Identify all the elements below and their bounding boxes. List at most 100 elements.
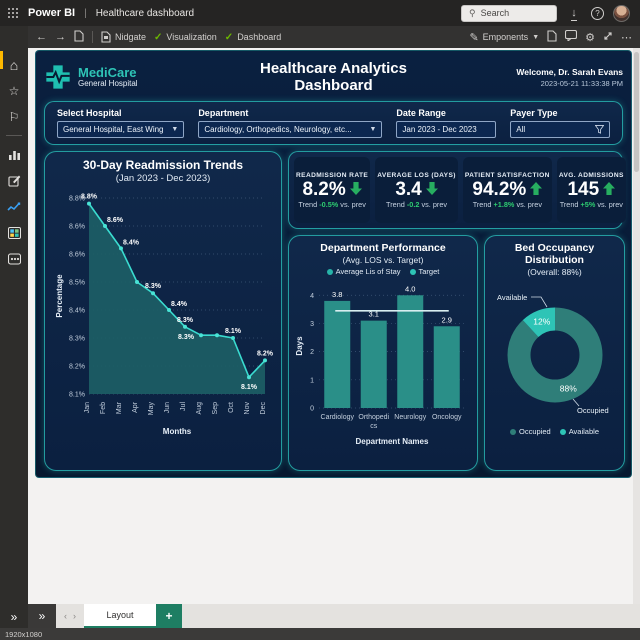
donut-chart-plot: 12% 88% Available Occupied <box>497 293 609 415</box>
payer-dropdown[interactable]: All <box>510 121 610 138</box>
dashboard-status[interactable]: ✓ Dashboard <box>225 32 281 43</box>
chevron-down-icon: ▼ <box>532 33 540 41</box>
svg-text:8.2%: 8.2% <box>69 364 85 371</box>
callout-line <box>531 296 548 308</box>
user-avatar[interactable] <box>613 4 630 22</box>
edit-pen-icon[interactable] <box>6 173 22 188</box>
svg-text:8.8%: 8.8% <box>69 196 85 203</box>
readmission-line-chart: 30-Day Readmission Trends (Jan 2023 - De… <box>44 151 282 471</box>
bar-chart-legend: Average Lis of Stay Target <box>295 267 471 276</box>
new-file-icon[interactable] <box>74 29 84 45</box>
dashboard-title: Healthcare Analytics Dashboard <box>259 60 407 94</box>
search-input[interactable]: ⚲ Search <box>461 4 557 22</box>
trend-label: Trend <box>559 199 579 209</box>
metrics-sparkline-icon[interactable] <box>6 199 22 214</box>
expand-pane-icon[interactable]: » <box>28 604 56 628</box>
trend-delta: -0.2 <box>406 199 420 209</box>
svg-text:Available: Available <box>497 293 527 302</box>
data-point <box>103 224 107 228</box>
report-canvas: MediCare General Hospital Healthcare Ana… <box>28 48 640 604</box>
visualization-status[interactable]: ✓ Visualization <box>154 32 217 43</box>
components-dropdown[interactable]: ✎ Emponents ▼ <box>469 31 539 44</box>
add-page-button[interactable]: + <box>156 604 182 628</box>
trend-arrow-icon <box>349 180 362 199</box>
kpi-card-strip: READMISSION RATE 8.2% Trend -0.5% vs. pr… <box>288 151 626 229</box>
flag-icon[interactable]: ⚐ <box>8 109 20 124</box>
bar-chart-plot: 0 1 2 3 4 3.8 Cardiology 3.1 Orthopedi cs 4.0 Neuro… <box>295 284 465 446</box>
hamburger-menu-icon[interactable] <box>8 31 21 46</box>
kpi-readmission-rate: READMISSION RATE 8.2% Trend -0.5% vs. pr… <box>294 157 371 223</box>
report-chart-icon[interactable] <box>6 147 22 162</box>
svg-text:Dec: Dec <box>260 402 267 415</box>
kpi-patient-satisfaction: PATIENT SATISFACTION 94.2% Trend +1.8% v… <box>462 157 552 223</box>
forward-arrow-icon[interactable]: → <box>55 31 66 43</box>
bar-chart-subtitle: (Avg. LOS vs. Target) <box>342 255 424 265</box>
svg-text:Feb: Feb <box>100 402 107 414</box>
back-arrow-icon[interactable]: ← <box>36 31 47 43</box>
comment-icon[interactable] <box>565 29 578 44</box>
chevron-down-icon: ▼ <box>171 126 179 133</box>
daterange-input[interactable]: Jan 2023 - Dec 2023 <box>396 121 497 138</box>
navigate-label: Nidgate <box>115 32 147 42</box>
vertical-scrollbar[interactable] <box>633 48 640 604</box>
trend-delta: -0.5% <box>319 199 339 209</box>
page-icon[interactable] <box>547 29 557 45</box>
document-title: Healthcare dashboard <box>95 7 195 19</box>
svg-text:Jul: Jul <box>180 402 187 411</box>
trend-delta: +1.8% <box>493 199 515 209</box>
svg-text:cs: cs <box>370 423 378 430</box>
svg-text:8.6%: 8.6% <box>107 217 124 224</box>
hospital-logo: MediCare General Hospital <box>44 63 219 91</box>
svg-text:Mar: Mar <box>116 401 123 414</box>
workspaces-icon[interactable] <box>6 251 22 266</box>
svg-text:Months: Months <box>163 427 192 436</box>
scrollbar-thumb[interactable] <box>634 52 639 172</box>
expand-sidebar-icon[interactable]: » <box>10 610 18 624</box>
trend-arrow-icon <box>603 180 616 199</box>
apps-icon[interactable] <box>6 225 22 240</box>
svg-text:May: May <box>148 402 155 416</box>
svg-text:8.1%: 8.1% <box>241 384 258 391</box>
app-name: Power BI <box>28 7 76 19</box>
data-point <box>119 246 123 251</box>
active-nav-indicator <box>0 51 3 69</box>
prev-page-icon[interactable]: ‹ <box>64 611 67 621</box>
next-page-icon[interactable]: › <box>73 611 76 621</box>
department-dropdown[interactable]: Cardiology, Orthopedics, Neurology, etc.… <box>198 121 383 138</box>
check-icon: ✓ <box>224 31 234 43</box>
svg-text:8.4%: 8.4% <box>123 239 140 246</box>
navigate-button[interactable]: Nidgate <box>101 31 146 43</box>
available-slice <box>507 307 603 403</box>
more-options-icon[interactable]: ⋯ <box>621 31 632 44</box>
filter-bar: Select Hospital General Hospital, East W… <box>44 101 623 145</box>
svg-text:8.8%: 8.8% <box>81 194 98 201</box>
svg-text:Aug: Aug <box>196 402 203 415</box>
svg-text:2.9: 2.9 <box>442 315 452 324</box>
download-icon[interactable]: ↓ <box>571 7 577 21</box>
svg-text:2: 2 <box>310 349 314 356</box>
trend-line <box>88 203 266 378</box>
favorites-star-icon[interactable]: ☆ <box>8 83 20 98</box>
top-app-bar: Power BI | Healthcare dashboard ⚲ Search… <box>0 0 640 26</box>
medical-cross-icon <box>46 65 70 89</box>
waffle-menu-icon[interactable] <box>8 8 19 18</box>
svg-text:3.1: 3.1 <box>369 310 379 319</box>
components-label: Emponents <box>482 32 529 42</box>
help-icon[interactable]: ? <box>591 6 604 20</box>
donut-chart-subtitle: (Overall: 88%) <box>527 267 582 277</box>
data-point <box>263 358 267 363</box>
callout-line <box>572 398 580 407</box>
funnel-filter-icon <box>595 125 604 134</box>
trend-suffix: vs. prev <box>421 199 448 209</box>
home-icon[interactable]: ⌂ <box>9 56 19 73</box>
svg-text:Nov: Nov <box>244 402 251 415</box>
svg-text:8.3%: 8.3% <box>178 334 195 341</box>
svg-text:Apr: Apr <box>132 401 139 413</box>
data-point <box>199 333 203 338</box>
healthcare-dashboard: MediCare General Hospital Healthcare Ana… <box>35 50 632 478</box>
hospital-dropdown[interactable]: General Hospital, East Wing ▼ <box>57 121 185 138</box>
fullscreen-expand-icon[interactable] <box>603 31 613 44</box>
settings-gear-icon[interactable]: ⚙ <box>585 31 595 44</box>
layout-page-tab[interactable]: Layout <box>84 604 156 628</box>
kpi-value: 8.2% <box>302 178 346 200</box>
